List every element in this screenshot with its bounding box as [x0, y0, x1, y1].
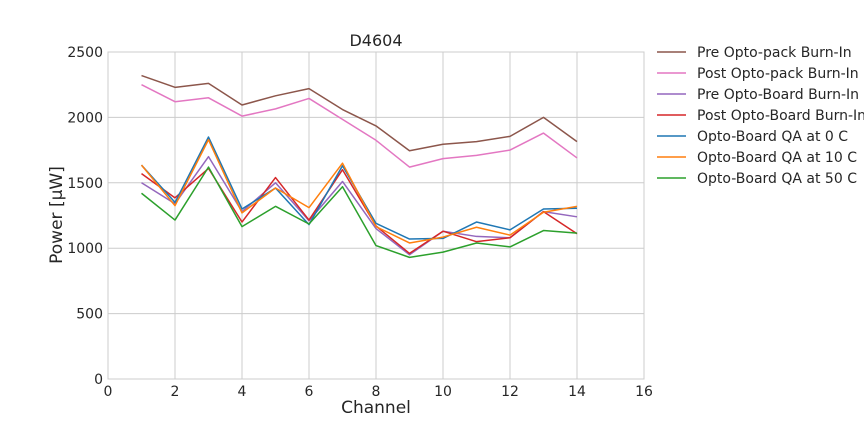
- series-line-3: [141, 167, 578, 255]
- x-axis-label: Channel: [341, 398, 411, 418]
- legend-label: Opto-Board QA at 50 C: [697, 171, 857, 187]
- x-tick-label: 2: [171, 384, 180, 400]
- series-line-4: [140, 136, 578, 240]
- x-tick-label: 8: [372, 384, 381, 400]
- x-tick-label: 10: [434, 384, 452, 400]
- grid-lines: [107, 51, 645, 380]
- y-tick-label: 1000: [67, 241, 103, 257]
- legend-label: Post Opto-pack Burn-In: [697, 66, 859, 82]
- series-layer: [140, 74, 578, 259]
- x-tick-label: 4: [238, 384, 247, 400]
- series-line-1: [141, 84, 578, 168]
- series-line-2: [141, 155, 578, 256]
- y-tick-label: 2500: [67, 45, 103, 61]
- legend-label: Opto-Board QA at 0 C: [697, 129, 848, 145]
- y-tick-label: 500: [76, 307, 103, 323]
- x-tick-label: 16: [635, 384, 653, 400]
- series-line-6: [141, 166, 578, 259]
- tick-labels: 0 2 4 6 8 10 12 14 16 0 500 1000 1500 2000 2500: [67, 45, 653, 400]
- series-line-5: [140, 138, 578, 244]
- y-tick-label: 0: [94, 372, 103, 388]
- legend-label: Pre Opto-Board Burn-In: [697, 87, 859, 103]
- y-axis-label: Power [μW]: [47, 166, 67, 264]
- chart-title: D4604: [349, 31, 402, 50]
- plot-frame: [107, 51, 645, 380]
- legend-label: Pre Opto-pack Burn-In: [697, 45, 852, 61]
- series-line-0: [141, 74, 578, 152]
- x-tick-label: 14: [568, 384, 586, 400]
- x-tick-label: 12: [501, 384, 519, 400]
- x-tick-label: 0: [104, 384, 113, 400]
- x-tick-label: 6: [305, 384, 314, 400]
- legend: Pre Opto-pack Burn-In Post Opto-pack Burn…: [657, 45, 864, 187]
- y-tick-label: 2000: [67, 110, 103, 126]
- y-tick-label: 1500: [67, 176, 103, 192]
- legend-label: Post Opto-Board Burn-In: [697, 108, 864, 124]
- legend-label: Opto-Board QA at 10 C: [697, 150, 857, 166]
